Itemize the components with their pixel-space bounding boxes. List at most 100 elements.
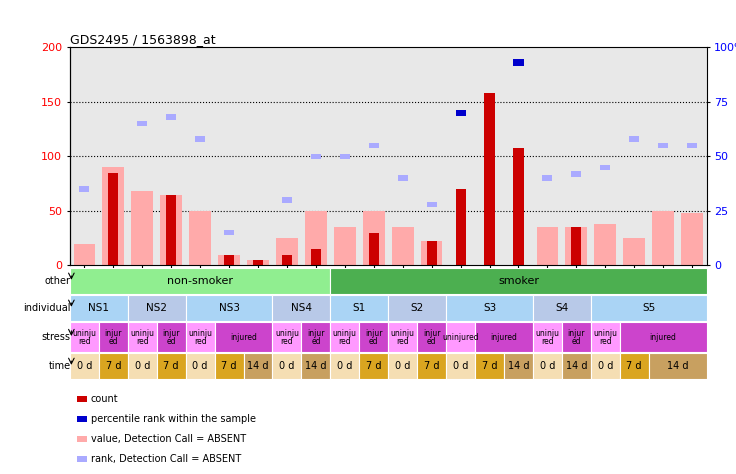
Bar (253, 260, 263, 265)
Text: 0 d: 0 d (135, 362, 150, 372)
Bar (533, 322, 562, 352)
Bar (601, 164, 610, 170)
Bar (687, 143, 697, 148)
Text: uninju
red: uninju red (535, 329, 559, 346)
Bar (282, 197, 292, 203)
Text: 7 d: 7 d (424, 362, 439, 372)
Text: 14 d: 14 d (508, 362, 529, 372)
Text: 0 d: 0 d (539, 362, 555, 372)
Text: uninju
red: uninju red (391, 329, 414, 346)
Bar (446, 322, 475, 352)
Text: uninju
red: uninju red (130, 329, 155, 346)
Bar (620, 354, 648, 379)
Bar (571, 228, 581, 265)
Text: 0 d: 0 d (192, 362, 208, 372)
Text: S4: S4 (555, 303, 568, 313)
Text: injured: injured (650, 333, 676, 342)
Bar (514, 148, 523, 265)
Text: S5: S5 (642, 303, 655, 313)
Bar (224, 255, 234, 265)
Text: uninju
red: uninju red (333, 329, 357, 346)
Bar (591, 354, 620, 379)
Bar (533, 354, 562, 379)
Bar (475, 322, 533, 352)
Text: uninju
red: uninju red (275, 329, 299, 346)
Bar (70, 295, 128, 321)
Text: 0 d: 0 d (395, 362, 411, 372)
Text: 7 d: 7 d (366, 362, 381, 372)
Text: injur
ed: injur ed (163, 329, 180, 346)
Text: smoker: smoker (498, 276, 539, 286)
Bar (565, 228, 587, 265)
Bar (595, 224, 616, 265)
Text: injured: injured (230, 333, 257, 342)
Text: 0 d: 0 d (337, 362, 353, 372)
Bar (629, 136, 640, 142)
Bar (102, 167, 124, 265)
Text: 14 d: 14 d (565, 362, 587, 372)
Text: 0 d: 0 d (279, 362, 294, 372)
Bar (157, 322, 185, 352)
Bar (215, 322, 272, 352)
Text: percentile rank within the sample: percentile rank within the sample (91, 414, 255, 424)
Bar (389, 354, 417, 379)
Text: 7 d: 7 d (222, 362, 237, 372)
Bar (369, 143, 379, 148)
Text: 0 d: 0 d (598, 362, 613, 372)
Bar (397, 175, 408, 181)
Bar (334, 228, 355, 265)
Bar (330, 354, 359, 379)
Bar (244, 354, 272, 379)
Bar (623, 238, 645, 265)
Text: uninju
red: uninju red (72, 329, 96, 346)
Bar (562, 354, 591, 379)
Bar (195, 136, 205, 142)
Text: S3: S3 (483, 303, 496, 313)
Bar (359, 322, 389, 352)
Bar (421, 241, 442, 265)
Bar (620, 322, 707, 352)
Bar (166, 195, 176, 265)
Bar (504, 354, 533, 379)
Bar (311, 249, 321, 265)
Text: rank, Detection Call = ABSENT: rank, Detection Call = ABSENT (91, 454, 241, 464)
Text: injured: injured (491, 333, 517, 342)
Text: 7 d: 7 d (163, 362, 179, 372)
Text: injur
ed: injur ed (307, 329, 325, 346)
Text: 14 d: 14 d (247, 362, 269, 372)
Bar (369, 233, 379, 265)
Text: injur
ed: injur ed (567, 329, 585, 346)
Bar (446, 354, 475, 379)
Bar (571, 171, 581, 177)
Bar (215, 354, 244, 379)
Bar (417, 322, 446, 352)
Text: 14 d: 14 d (667, 362, 688, 372)
Bar (128, 295, 185, 321)
Bar (224, 230, 234, 236)
Bar (591, 295, 707, 321)
Text: value, Detection Call = ABSENT: value, Detection Call = ABSENT (91, 434, 246, 444)
Text: uninju
red: uninju red (593, 329, 618, 346)
Bar (389, 322, 417, 352)
Bar (330, 268, 707, 294)
Bar (305, 211, 327, 265)
Bar (363, 211, 385, 265)
Bar (185, 322, 215, 352)
Bar (652, 211, 674, 265)
Bar (219, 255, 240, 265)
Bar (70, 322, 99, 352)
Bar (682, 213, 703, 265)
Bar (427, 241, 436, 265)
Bar (658, 143, 668, 148)
Bar (272, 322, 302, 352)
Text: NS4: NS4 (291, 303, 312, 313)
Bar (562, 322, 591, 352)
Bar (282, 255, 292, 265)
Bar (484, 93, 495, 265)
Text: NS3: NS3 (219, 303, 240, 313)
Text: uninjured: uninjured (442, 333, 479, 342)
Bar (99, 322, 128, 352)
Bar (70, 354, 99, 379)
Bar (446, 295, 533, 321)
Text: 7 d: 7 d (105, 362, 121, 372)
